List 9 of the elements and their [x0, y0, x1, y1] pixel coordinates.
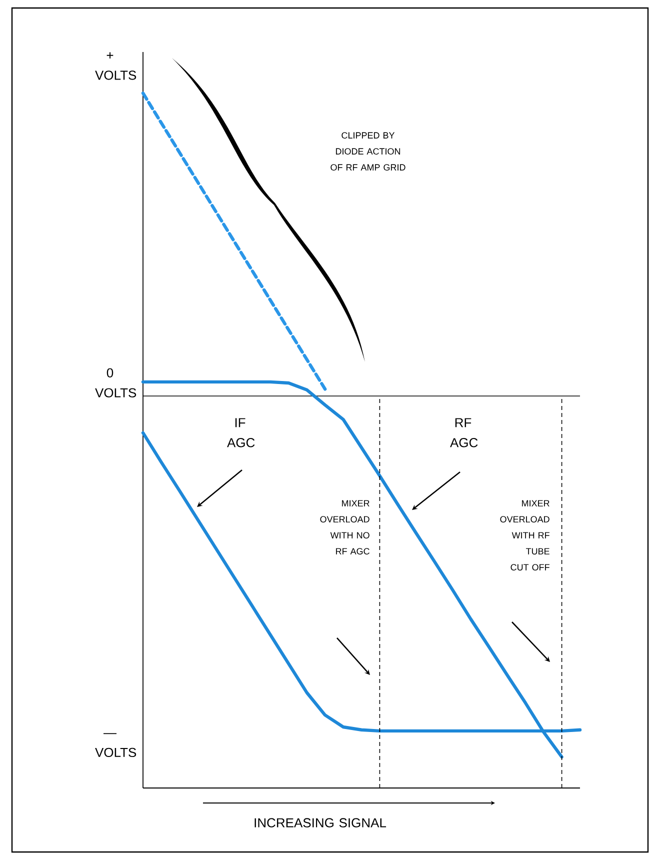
annotation: RF AGC [450, 418, 478, 448]
text: + VOLTS [95, 52, 136, 80]
annotation: IF AGC [227, 418, 255, 448]
text: 0 VOLTS [95, 368, 136, 398]
annotation: MIXER OVERLOAD WITH RF TUBE CUT OFF [500, 500, 550, 570]
annotation: CLIPPED BY DIODE ACTION OF RF AMP GRID [330, 132, 406, 171]
annotation: MIXER OVERLOAD WITH NO RF AGC [320, 500, 370, 554]
x-axis-title: INCREASING SIGNAL [254, 818, 386, 828]
text: — VOLTS [95, 733, 136, 758]
